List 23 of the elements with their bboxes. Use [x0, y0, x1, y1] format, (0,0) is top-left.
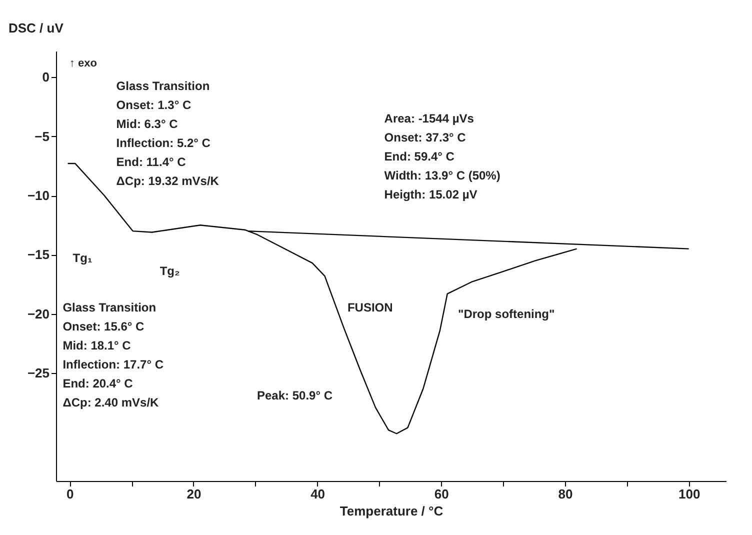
annotation: Peak: 50.9° C	[257, 388, 333, 403]
x-axis-title: Temperature / °C	[340, 504, 444, 518]
y-axis-title: DSC / uV	[8, 20, 64, 36]
y-tick-label: −15	[27, 247, 50, 262]
y-tick-label: −10	[27, 188, 50, 204]
annotation: Glass Transition Onset: 1.3° C Mid: 6.3° C Inflection: 5.2° C End: 11.4° C ΔCp: 19.32 mVs/K	[116, 79, 220, 188]
x-tick-label: 60	[434, 486, 449, 502]
x-tick-label: 40	[310, 486, 326, 502]
y-tick-label: 0	[42, 70, 50, 85]
annotation: FUSION	[347, 300, 393, 315]
x-tick-label: 100	[678, 486, 700, 502]
y-tick-label: −5	[34, 128, 50, 144]
x-tick-label: 0	[66, 486, 74, 502]
annotation: Tg₁	[72, 251, 92, 266]
annotation: Area: -1544 µVs Onset: 37.3° C End: 59.4° C Width: 13.9° C (50%) Heigth: 15.02 µV	[384, 111, 500, 202]
x-tick-label: 20	[186, 486, 202, 502]
y-tick-label: −20	[27, 306, 50, 322]
annotation: "Drop softening"	[458, 307, 555, 321]
x-tick-label: 80	[558, 486, 573, 502]
y-tick-label: −25	[27, 366, 50, 381]
annotation: ↑ exo	[69, 57, 98, 70]
annotation: Tg₂	[160, 264, 180, 278]
annotation: Glass Transition Onset: 15.6° C Mid: 18.1° C Inflection: 17.7° C End: 20.4° C ΔCp: 2.40 mVs/K	[62, 300, 164, 410]
